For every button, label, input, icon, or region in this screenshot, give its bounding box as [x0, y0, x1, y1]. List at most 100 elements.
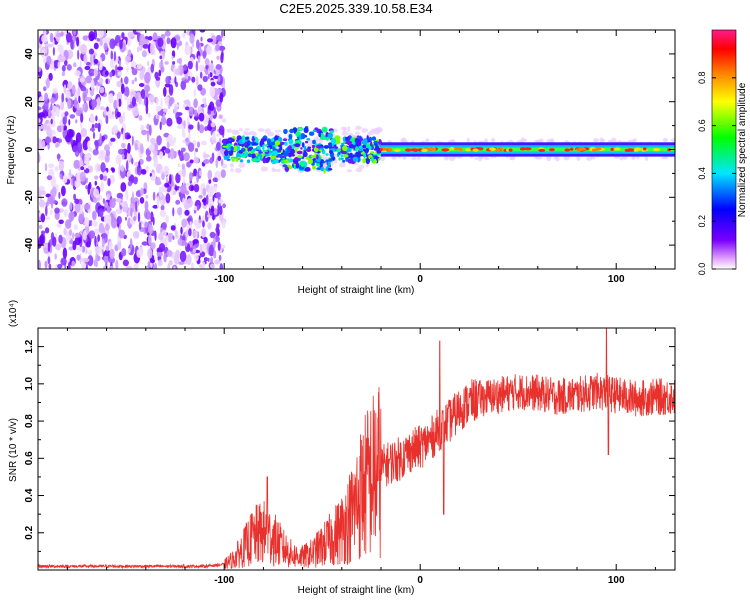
noise-speckle: [85, 249, 88, 255]
noise-speckle: [199, 170, 202, 177]
noise-speckle: [105, 150, 111, 157]
signal-band-blob: [298, 128, 303, 131]
noise-speckle: [92, 220, 97, 226]
noise-speckle: [123, 111, 126, 123]
signal-band-blob: [274, 140, 281, 146]
noise-speckle: [152, 191, 156, 201]
signal-halo: [576, 155, 581, 161]
noise-speckle: [85, 96, 92, 101]
noise-speckle: [193, 116, 199, 121]
noise-speckle: [90, 54, 93, 66]
noise-speckle: [198, 194, 203, 199]
noise-speckle: [83, 165, 87, 170]
noise-speckle: [134, 143, 138, 151]
noise-speckle: [44, 136, 52, 144]
y-tick-label: -40: [24, 237, 35, 252]
noise-speckle: [180, 80, 187, 91]
noise-speckle: [189, 247, 193, 252]
signal-halo: [267, 131, 275, 137]
signal-band-blob: [342, 159, 346, 163]
noise-speckle: [38, 96, 44, 106]
y-tick-label: 0.2: [24, 525, 35, 539]
noise-speckle: [188, 124, 194, 130]
noise-speckle: [78, 95, 81, 104]
signal-hotspot: [652, 148, 661, 152]
noise-speckle: [115, 259, 119, 269]
signal-band-blob: [247, 153, 252, 158]
noise-speckle: [157, 259, 163, 267]
noise-speckle: [92, 149, 99, 156]
noise-speckle: [91, 220, 95, 226]
noise-speckle: [210, 122, 216, 128]
noise-speckle: [180, 184, 187, 194]
noise-speckle: [111, 111, 115, 115]
noise-speckle: [173, 254, 180, 265]
noise-speckle: [190, 262, 195, 269]
signal-hotspot: [626, 148, 634, 152]
noise-speckle: [131, 79, 135, 85]
noise-speckle: [85, 61, 91, 66]
noise-speckle: [54, 166, 59, 172]
noise-speckle: [163, 86, 167, 97]
noise-speckle: [187, 60, 193, 70]
noise-speckle: [121, 153, 125, 160]
noise-speckle: [193, 205, 198, 211]
signal-hotspot: [404, 148, 412, 152]
noise-speckle: [210, 81, 216, 87]
noise-speckle: [169, 148, 175, 160]
signal-hotspot: [519, 147, 526, 151]
noise-speckle: [109, 241, 113, 250]
signal-band-blob: [279, 141, 285, 146]
noise-speckle: [218, 45, 226, 51]
signal-band-blob: [343, 154, 349, 158]
noise-speckle: [164, 182, 170, 188]
noise-speckle: [52, 47, 56, 56]
noise-speckle: [38, 259, 41, 269]
signal-halo: [374, 127, 381, 133]
noise-speckle: [57, 61, 61, 69]
signal-band-blob: [300, 162, 305, 168]
noise-speckle: [98, 64, 103, 71]
noise-speckle: [182, 177, 185, 186]
signal-halo: [535, 156, 543, 160]
noise-speckle: [179, 250, 187, 263]
noise-speckle: [99, 57, 102, 67]
noise-speckle: [216, 55, 220, 60]
signal-band-blob: [369, 145, 372, 150]
noise-speckle: [192, 108, 195, 115]
noise-speckle: [193, 156, 199, 164]
signal-halo: [600, 139, 606, 142]
snr-background: [38, 328, 675, 570]
noise-speckle: [118, 60, 122, 67]
noise-speckle: [208, 186, 214, 197]
noise-speckle: [88, 30, 95, 42]
signal-halo: [361, 128, 369, 133]
noise-speckle: [193, 88, 197, 97]
signal-band-blob: [363, 148, 366, 152]
noise-speckle: [61, 65, 66, 72]
signal-band-blob: [325, 153, 329, 156]
noise-speckle: [100, 181, 104, 192]
y-tick-label: 0.6: [24, 451, 35, 465]
noise-speckle: [202, 197, 207, 206]
noise-speckle: [146, 212, 151, 220]
noise-speckle: [77, 49, 80, 60]
noise-speckle: [163, 252, 167, 263]
noise-speckle: [196, 204, 200, 211]
signal-band-blob: [276, 153, 283, 157]
signal-band-blob: [328, 158, 333, 162]
noise-speckle: [88, 249, 93, 256]
noise-speckle: [126, 135, 132, 139]
noise-speckle: [48, 72, 53, 81]
signal-band-blob: [284, 166, 290, 172]
signal-band-blob: [244, 147, 248, 153]
y-tick-label: 1.2: [24, 339, 35, 353]
signal-hotspot: [524, 147, 532, 151]
noise-speckle: [80, 127, 88, 138]
noise-speckle: [140, 89, 146, 99]
signal-band-blob: [267, 147, 271, 151]
noise-speckle: [164, 30, 171, 37]
noise-speckle: [134, 77, 137, 82]
noise-speckle: [52, 136, 57, 144]
noise-speckle: [68, 119, 71, 126]
